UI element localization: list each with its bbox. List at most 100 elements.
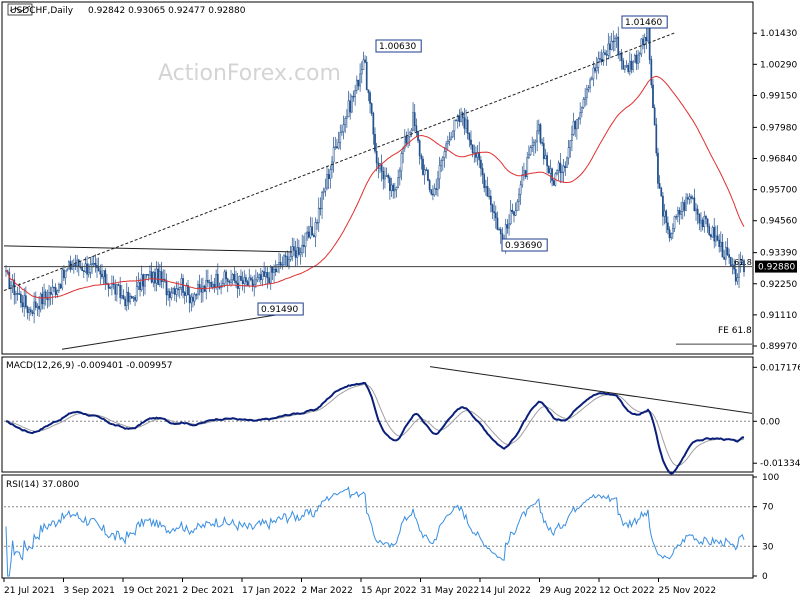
candle-body xyxy=(523,170,525,175)
candle-body xyxy=(403,136,406,149)
candle-body xyxy=(39,293,42,310)
candle-body xyxy=(676,210,679,217)
candle-body xyxy=(446,141,449,145)
candle-body xyxy=(397,177,400,188)
triangle-upper-trendline xyxy=(3,245,293,253)
candle-body xyxy=(97,267,100,272)
candle-body xyxy=(562,165,565,173)
candle-body xyxy=(377,162,380,169)
price-tick-label: 0.93390 xyxy=(760,249,797,259)
candle-body xyxy=(683,202,686,211)
candle-body xyxy=(205,280,208,292)
candle-body xyxy=(192,296,194,302)
candle-body xyxy=(195,294,198,296)
candle-body xyxy=(271,267,274,273)
candle-body xyxy=(701,219,704,228)
candle-body xyxy=(334,146,337,148)
candle-body xyxy=(33,301,35,314)
candle-body xyxy=(137,281,140,287)
candle-body xyxy=(301,244,304,253)
candle-body xyxy=(579,112,582,120)
candle-body xyxy=(716,235,719,241)
candle-body xyxy=(486,186,489,197)
candle-body xyxy=(711,227,714,238)
candle-body xyxy=(109,286,112,289)
candle-body xyxy=(617,36,620,56)
price-tick-label: 0.95700 xyxy=(760,186,797,196)
candle-body xyxy=(211,283,214,288)
time-tick-label: 29 Aug 2022 xyxy=(540,586,598,596)
candle-body xyxy=(324,187,327,192)
candle-body xyxy=(708,226,711,236)
candle-body xyxy=(518,194,520,203)
candle-body xyxy=(339,132,342,143)
candle-body xyxy=(734,269,737,282)
candle-body xyxy=(673,216,676,229)
candle-body xyxy=(539,124,542,143)
candle-body xyxy=(671,228,674,234)
candle-body xyxy=(700,219,702,224)
candle-body xyxy=(289,256,292,260)
time-axis: 21 Jul 2021 3 Sep 2021 19 Oct 2021 2 Dec 20… xyxy=(3,578,717,596)
candle-body xyxy=(112,283,115,286)
candle-body xyxy=(59,284,62,289)
rsi-panel xyxy=(1,474,754,579)
candle-body xyxy=(321,192,323,210)
candle-body xyxy=(557,162,560,171)
candle-body xyxy=(370,103,373,114)
candle-body xyxy=(190,296,193,304)
candle-body xyxy=(552,180,555,186)
candle-body xyxy=(28,309,31,313)
candle-body xyxy=(331,161,333,170)
candle-body xyxy=(120,295,123,298)
label-low-2: 0.91490 xyxy=(257,302,304,316)
candle-body xyxy=(509,209,512,225)
candle-body xyxy=(425,169,428,171)
candle-body xyxy=(731,264,734,266)
candle-body xyxy=(74,264,77,267)
candle-body xyxy=(327,174,330,179)
candle-body xyxy=(165,280,168,296)
candle-body xyxy=(26,306,29,313)
candle-body xyxy=(508,223,510,229)
candle-body xyxy=(178,287,181,290)
candle-body xyxy=(549,168,552,174)
candle-body xyxy=(638,53,641,56)
candle-body xyxy=(357,79,360,87)
candle-body xyxy=(25,295,27,308)
time-tick-label: 17 Jan 2022 xyxy=(242,586,296,596)
candle-body xyxy=(77,259,80,267)
candle-body xyxy=(428,180,431,190)
candle-body xyxy=(213,283,216,288)
candle-body xyxy=(284,255,287,257)
candle-body xyxy=(374,133,376,152)
candle-body xyxy=(61,269,64,289)
candle-body xyxy=(155,268,158,284)
candle-body xyxy=(273,269,275,273)
last-price-tag-text: 0.92880 xyxy=(758,263,795,273)
candle-body xyxy=(365,61,368,90)
candle-body xyxy=(152,272,155,283)
candle-body xyxy=(652,84,654,108)
candle-body xyxy=(170,292,173,298)
candle-body xyxy=(564,165,567,168)
candle-body xyxy=(418,140,421,157)
candle-body xyxy=(182,278,184,293)
price-tick-label: 0.97980 xyxy=(760,123,797,133)
candle-body xyxy=(690,196,692,199)
candle-body xyxy=(299,252,302,255)
candle-body xyxy=(207,280,209,283)
candle-body xyxy=(82,270,85,272)
candle-body xyxy=(440,160,443,166)
price-tick-label: 0.96840 xyxy=(760,154,797,164)
time-tick-label: 25 Nov 2022 xyxy=(659,586,717,596)
candle-body xyxy=(18,293,21,295)
candle-body xyxy=(410,129,413,133)
candle-body xyxy=(283,255,285,265)
candle-body xyxy=(149,271,151,276)
candle-body xyxy=(251,279,254,287)
candle-body xyxy=(400,153,403,172)
candle-body xyxy=(342,124,345,132)
time-tick-label: 12 Oct 2022 xyxy=(599,586,655,596)
